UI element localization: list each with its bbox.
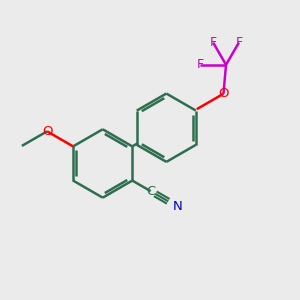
Text: F: F: [210, 36, 217, 49]
Text: F: F: [197, 58, 204, 71]
Text: O: O: [218, 87, 229, 100]
Text: F: F: [235, 36, 242, 49]
Text: N: N: [172, 200, 182, 213]
Text: O: O: [42, 125, 52, 138]
Text: C: C: [146, 185, 155, 198]
